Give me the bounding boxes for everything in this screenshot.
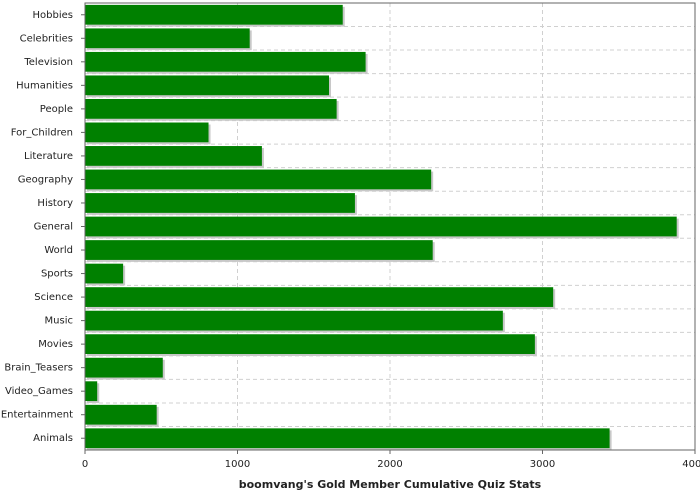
bar [85, 4, 343, 25]
y-tick-label: General [34, 222, 73, 233]
bar [85, 404, 157, 425]
bar [85, 122, 209, 143]
x-tick-label: 2000 [377, 459, 402, 470]
bar [85, 381, 98, 402]
bar [85, 28, 250, 49]
y-tick-label: Music [45, 316, 73, 327]
bar [85, 428, 610, 449]
x-tick-label: 0 [82, 459, 88, 470]
y-tick-label: Celebrities [20, 33, 73, 44]
y-tick-label: Science [34, 292, 73, 303]
x-axis-label: boomvang's Gold Member Cumulative Quiz S… [239, 478, 542, 491]
bar [85, 263, 124, 284]
bar [85, 310, 503, 331]
y-tick-label: Brain_Teasers [4, 363, 73, 374]
bar [85, 357, 163, 378]
y-tick-label: Sports [41, 269, 73, 280]
x-tick-label: 3000 [530, 459, 555, 470]
bar [85, 51, 366, 72]
bar [85, 216, 677, 237]
y-tick-label: World [44, 245, 73, 256]
y-tick-label: History [37, 198, 73, 209]
y-tick-label: Entertainment [1, 410, 73, 421]
y-tick-label: Television [23, 57, 73, 68]
bar [85, 287, 554, 307]
y-tick-label: Humanities [16, 80, 73, 91]
bar [85, 146, 262, 166]
plot-frame [84, 2, 696, 451]
bar [85, 75, 329, 96]
bar [85, 240, 433, 260]
y-tick-label: Geography [18, 174, 73, 185]
y-tick-label: Movies [38, 339, 73, 350]
y-tick-label: Video_Games [5, 386, 73, 397]
bar [85, 193, 355, 213]
y-tick-label: Literature [24, 151, 73, 162]
y-tick-label: For_Children [11, 127, 73, 138]
bar [85, 334, 535, 355]
y-tick-label: People [40, 104, 73, 115]
x-tick-label: 1000 [225, 459, 250, 470]
y-tick-label: Animals [33, 433, 73, 444]
y-tick-label: Hobbies [33, 10, 73, 21]
bar [85, 98, 337, 119]
bar [85, 169, 432, 190]
x-tick-label: 4000 [682, 459, 700, 470]
